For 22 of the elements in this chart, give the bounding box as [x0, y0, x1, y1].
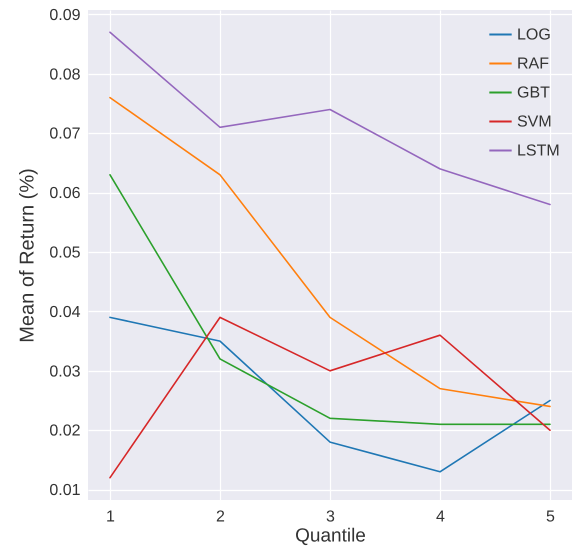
- x-tick-label: 2: [216, 508, 226, 526]
- legend-label: SVM: [517, 114, 552, 130]
- y-tick-label: 0.06: [49, 185, 81, 202]
- y-tick-label: 0.04: [49, 304, 81, 321]
- y-tick-label: 0.01: [49, 482, 81, 500]
- x-tick-label: 3: [326, 508, 336, 526]
- y-tick-label: 0.05: [49, 244, 81, 262]
- y-tick-label: 0.09: [49, 6, 81, 24]
- legend-label: LOG: [517, 26, 551, 44]
- x-tick-label: 4: [436, 508, 446, 526]
- legend-label: LSTM: [517, 142, 560, 160]
- x-axis-title: Quantile: [295, 526, 366, 546]
- y-axis-title: Mean of Return (%): [16, 168, 38, 343]
- x-tick-label: 5: [546, 508, 556, 526]
- y-tick-label: 0.08: [49, 66, 81, 84]
- y-tick-label: 0.07: [49, 126, 81, 143]
- x-tick-label: 1: [106, 508, 116, 526]
- line-series: [109, 174, 551, 426]
- legend-label: RAF: [517, 56, 550, 72]
- y-tick-label: 0.02: [49, 422, 81, 440]
- legend-label: GBT: [517, 84, 550, 102]
- y-tick-label: 0.03: [49, 363, 81, 380]
